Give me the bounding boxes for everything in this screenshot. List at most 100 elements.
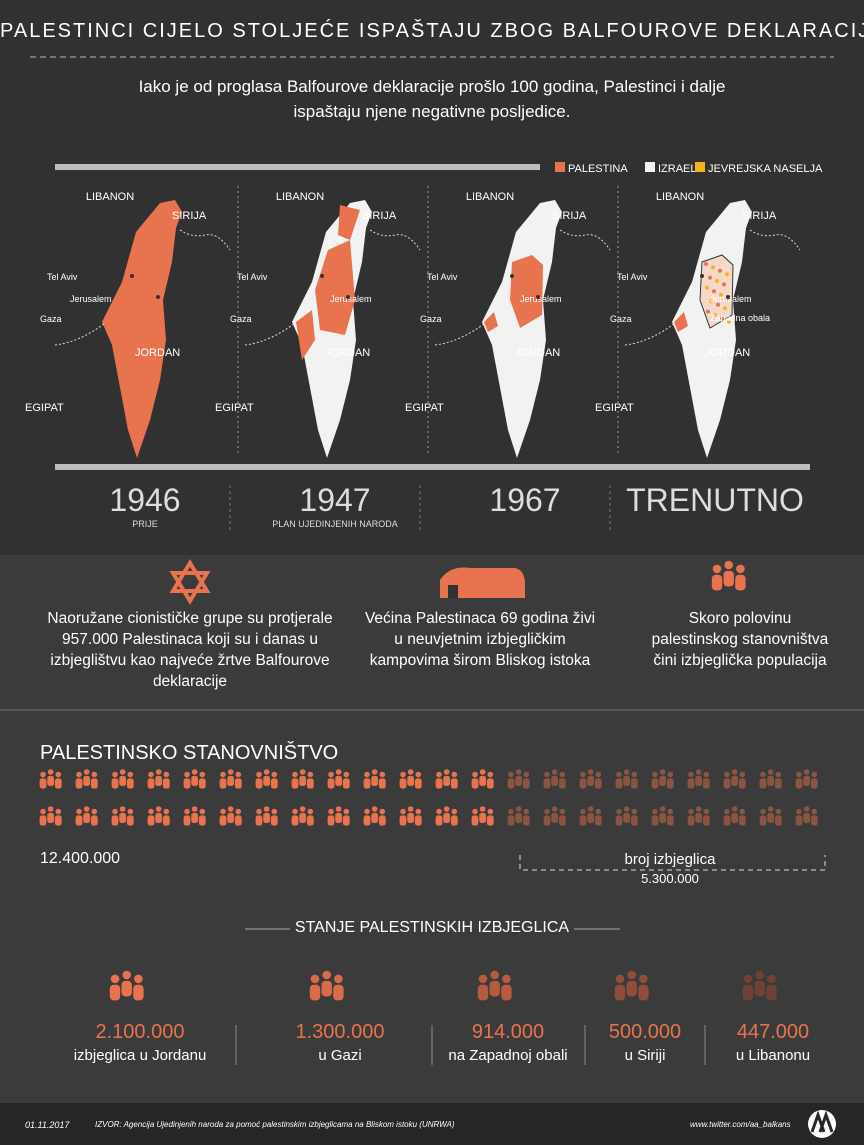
population-icon <box>443 812 451 824</box>
population-icon <box>594 815 602 826</box>
population-icon <box>702 778 710 789</box>
footer-date: 01.11.2017 <box>25 1120 70 1130</box>
population-icon <box>255 815 263 826</box>
population-icon <box>695 806 702 812</box>
map-label: Jerusalem <box>70 294 112 304</box>
population-icon <box>256 808 262 815</box>
population-icon <box>111 815 119 826</box>
population-icon <box>487 808 494 815</box>
population-icon <box>227 812 235 824</box>
population-icon <box>435 778 443 789</box>
population-icon <box>155 806 162 812</box>
refugee-icon <box>502 974 511 984</box>
refugee-value: 2.100.000 <box>95 1021 185 1043</box>
population-icon <box>199 808 206 815</box>
refugee-icon <box>477 984 489 1001</box>
population-icon <box>436 808 442 815</box>
map-label: JORDAN <box>705 347 750 359</box>
population-icon <box>198 778 206 789</box>
refugee-icon <box>489 980 500 997</box>
population-icon <box>342 778 350 789</box>
population-icon <box>703 808 710 815</box>
population-icon <box>91 808 98 815</box>
population-icon <box>731 775 739 787</box>
population-icon <box>127 808 134 815</box>
population-icon <box>623 806 630 812</box>
refugee-icon <box>626 980 637 997</box>
refugee-icon <box>478 974 488 984</box>
population-icon <box>472 771 478 778</box>
map-label: JORDAN <box>515 347 560 359</box>
refugee-icon <box>334 974 343 984</box>
population-icon <box>587 769 594 775</box>
population-icon <box>227 775 235 787</box>
border-line <box>624 322 676 346</box>
map-label: EGIPAT <box>595 402 634 414</box>
population-icon <box>803 806 810 812</box>
population-icon <box>767 806 774 812</box>
city-dot <box>320 274 324 278</box>
refugee-icon <box>766 984 777 1001</box>
map-label: EGIPAT <box>215 402 254 414</box>
population-icon <box>522 815 530 826</box>
map-label: JORDAN <box>325 347 370 359</box>
refugee-icon <box>309 984 321 1001</box>
population-icon <box>450 815 458 826</box>
population-icon <box>400 808 406 815</box>
fact-text: Većina Palestinaca 69 godina živi u neuv… <box>364 610 596 669</box>
population-icon <box>263 806 270 812</box>
population-icon <box>307 808 314 815</box>
population-icon <box>371 769 378 775</box>
population-icon <box>378 778 386 789</box>
population-icon <box>407 806 414 812</box>
population-icon <box>795 815 803 826</box>
population-icon <box>219 778 227 789</box>
population-icon <box>399 815 407 826</box>
population-icon <box>587 806 594 812</box>
footer-band <box>0 1103 864 1145</box>
map-label: LIBANON <box>656 191 704 203</box>
population-icon <box>803 775 811 787</box>
settlement <box>720 316 724 321</box>
population-icon <box>191 775 199 787</box>
population-icon <box>724 808 730 815</box>
refugee-icon <box>322 970 331 980</box>
population-icon <box>371 812 379 824</box>
population-icon <box>270 778 278 789</box>
city-dot <box>510 274 514 278</box>
population-icon <box>399 778 407 789</box>
population-icon <box>623 775 631 787</box>
population-icon <box>191 806 198 812</box>
population-icon <box>235 808 242 815</box>
population-icon <box>163 771 170 778</box>
refugee-label: u Gazi <box>318 1047 362 1064</box>
palestine-area <box>484 312 498 332</box>
population-icon <box>796 771 802 778</box>
population-icon <box>47 769 54 775</box>
map-note: PLAN UJEDINJENIH NARODA <box>272 519 398 529</box>
map-label: Gaza <box>610 314 632 324</box>
refugee-icon <box>627 970 636 980</box>
population-icon <box>687 778 695 789</box>
population-icon <box>255 778 263 789</box>
settlement <box>704 262 708 266</box>
population-icon <box>327 778 335 789</box>
top-bar <box>55 164 540 170</box>
population-icon <box>544 771 550 778</box>
population-icon <box>335 769 342 775</box>
population-icon <box>363 815 371 826</box>
map-label: SIRIJA <box>552 210 587 222</box>
settlement <box>719 292 723 297</box>
refugee-icon <box>742 984 754 1001</box>
fact-text: Naoružane cionističke grupe su protjeral… <box>47 610 333 690</box>
population-icon <box>508 808 514 815</box>
status-title: STANJE PALESTINSKIH IZBJEGLICA <box>294 919 570 936</box>
population-icon <box>299 769 306 775</box>
population-icon <box>371 775 379 787</box>
population-icon <box>299 806 306 812</box>
population-icon <box>731 769 738 775</box>
population-icon <box>774 815 782 826</box>
population-icon <box>811 808 818 815</box>
population-icon <box>155 769 162 775</box>
population-icon <box>652 808 658 815</box>
